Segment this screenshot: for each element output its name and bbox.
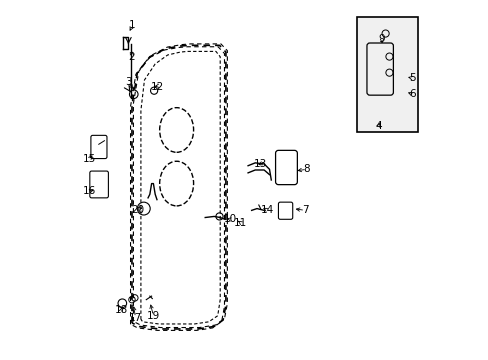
Text: 14: 14 [261, 205, 274, 215]
Text: 11: 11 [234, 218, 247, 228]
Text: 8: 8 [303, 164, 310, 174]
FancyBboxPatch shape [356, 18, 417, 132]
Text: 20: 20 [130, 205, 143, 215]
Text: 2: 2 [128, 52, 135, 62]
Text: 3: 3 [125, 77, 131, 87]
Text: 12: 12 [150, 82, 163, 92]
Text: 19: 19 [146, 311, 160, 321]
Text: 9: 9 [378, 34, 385, 44]
Text: 18: 18 [114, 305, 128, 315]
Text: 4: 4 [374, 121, 381, 131]
Text: 13: 13 [253, 159, 266, 169]
Text: 5: 5 [408, 73, 415, 83]
Text: 6: 6 [408, 89, 415, 99]
Text: 17: 17 [129, 312, 142, 323]
Text: 1: 1 [128, 19, 135, 30]
Text: 10: 10 [223, 214, 236, 224]
Text: 7: 7 [301, 205, 308, 215]
Text: 15: 15 [82, 154, 96, 163]
Text: 16: 16 [82, 186, 96, 196]
